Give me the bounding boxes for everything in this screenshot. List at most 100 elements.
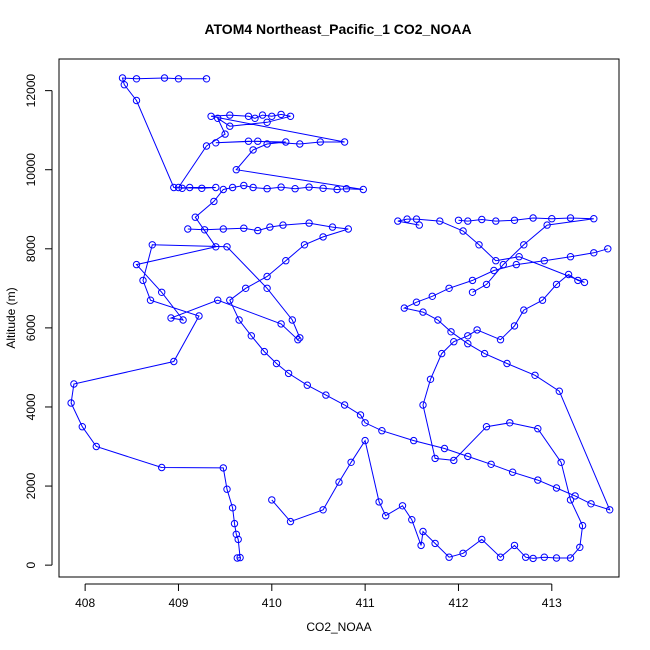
data-point [566,253,575,261]
data-point [202,142,211,150]
data-point [543,221,551,229]
data-point [139,276,147,285]
data-point [316,138,324,146]
x-tick-label: 410 [262,596,282,610]
data-point [574,276,582,285]
data-point [282,257,290,265]
data-point [410,436,418,445]
data-point [503,359,511,368]
data-point [515,253,523,261]
data-point [419,401,427,409]
data-point [480,349,489,358]
data-point [333,185,341,194]
data-point [235,316,243,324]
y-tick-label: 12000 [24,74,38,108]
data-point [464,217,472,225]
data-point [251,114,259,123]
data-point [431,539,439,548]
data-point [232,530,241,538]
data-point [490,266,498,275]
data-point [254,226,262,235]
data-point [212,183,220,192]
data-point [419,527,427,536]
data-point [344,225,352,233]
data-point [291,185,299,193]
data-point [322,391,330,399]
data-point [296,334,304,342]
y-axis-label: Altitude (m) [4,287,18,348]
x-axis: 408 409 410 411 412 413 [75,583,562,610]
data-point [606,506,614,514]
data-point [510,541,519,550]
data-point [487,460,495,468]
data-point [132,260,141,269]
y-tick-label: 0 [24,561,38,568]
data-point [174,183,183,192]
data-point [464,332,472,340]
data-point [529,554,537,563]
data-point [286,517,295,526]
data-point [482,280,491,289]
data-point [464,452,472,461]
data-point [214,114,222,123]
data-point [294,336,302,344]
data-point [174,75,183,83]
data-point [496,336,505,344]
data-point [566,554,575,562]
data-point [223,485,231,493]
data-point [522,553,530,561]
data-point [233,554,242,562]
data-point [552,280,561,289]
data-point [228,504,237,512]
data-point [200,226,209,234]
data-point [184,225,192,233]
data-point [263,118,271,127]
data-point [282,138,290,146]
data-point [247,332,256,340]
data-point [210,197,218,206]
data-point [361,436,369,445]
data-point [464,340,472,348]
data-point [540,257,548,265]
data-point [510,216,519,225]
data-point [226,122,234,130]
data-point [118,74,127,82]
data-point [534,425,542,433]
data-point [576,543,584,551]
data-point [268,496,276,504]
data-point [436,217,444,225]
data-point [148,241,157,249]
data-point [428,292,436,300]
data-point [499,260,507,269]
data-point [263,284,271,292]
data-point [531,371,539,379]
data-point [378,427,386,435]
data-point [170,183,178,192]
x-tick-label: 408 [75,596,95,610]
data-point [158,463,166,472]
data-point [284,369,293,378]
data-point [492,257,500,265]
data-point [342,185,351,193]
data-point [450,338,458,346]
series-line-2 [271,218,585,559]
y-tick-label: 4000 [24,393,38,420]
data-point [319,233,327,241]
data-point [268,112,276,121]
data-point [303,381,311,389]
data-point [426,375,435,383]
data-point [92,442,101,451]
data-point [277,110,285,119]
data-point [468,276,477,285]
x-tick-label: 413 [542,596,562,610]
chart-title: ATOM4 Northeast_Pacific_1 CO2_NOAA [204,21,471,37]
data-point [571,492,579,500]
data-point [226,111,234,119]
data-point [232,166,241,174]
data-point [146,296,155,304]
data-point [340,138,349,146]
series-line-4 [458,217,594,293]
data-point [412,298,421,306]
y-tick-label: 8000 [24,235,38,262]
